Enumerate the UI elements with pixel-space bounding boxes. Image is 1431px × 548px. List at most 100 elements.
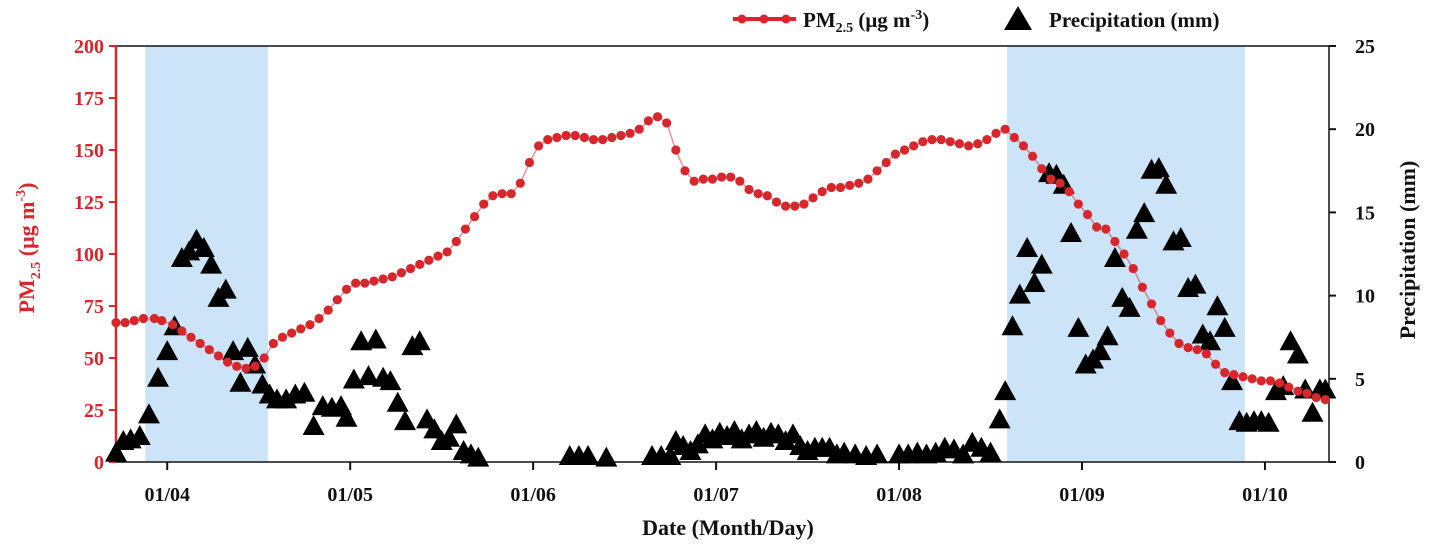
pm25-point [433, 251, 443, 261]
pm25-point [424, 255, 434, 265]
pm25-point [598, 135, 608, 145]
pm25-point [1101, 224, 1111, 234]
pm25-point [1247, 374, 1257, 384]
pm25-point [936, 135, 946, 145]
pm25-point [1201, 349, 1212, 359]
pm25-point [405, 263, 416, 274]
precip-point [1314, 378, 1337, 399]
pm25-point [1302, 388, 1312, 398]
legend-pm-sub: 2.5 [836, 21, 854, 36]
precip-point [293, 381, 316, 402]
pm25-point [515, 178, 525, 188]
left-tick-label: 25 [84, 400, 104, 422]
left-tick-label: 50 [84, 348, 104, 370]
pm25-point [680, 166, 690, 176]
right-tick-label: 20 [1355, 119, 1375, 141]
pm25-point [662, 118, 672, 128]
left-tick-label: 125 [74, 192, 104, 214]
x-tick-label: 01/08 [876, 484, 922, 506]
pm25-point [716, 172, 727, 182]
pm25-point [149, 313, 160, 324]
pm25-point [1110, 236, 1120, 247]
pm25-point [817, 187, 827, 197]
pm25-point [305, 320, 315, 330]
precip-point [994, 380, 1017, 401]
pm25-point [287, 328, 297, 338]
pm25-point [909, 141, 919, 151]
pm25-point [1220, 367, 1230, 378]
right-tick-label: 10 [1355, 286, 1375, 308]
pm25-point [268, 338, 278, 349]
pm25-point [1046, 174, 1056, 184]
precip-point [1008, 283, 1031, 304]
pm25-point [451, 236, 461, 247]
precip-point [1155, 173, 1178, 194]
pm25-point [616, 130, 626, 141]
precip-point [577, 445, 600, 466]
pm25-point [918, 137, 928, 147]
legend-pm-unit: (μg m [853, 8, 911, 32]
pm25-point [1174, 338, 1184, 349]
left-tick-label: 100 [74, 244, 104, 266]
pm25-point [524, 157, 535, 168]
pm25-point [1073, 199, 1083, 209]
precip-point [335, 406, 358, 427]
precip-point [105, 441, 127, 462]
pm25-point [643, 116, 654, 126]
left-axis-title-unit: (μg m [14, 202, 39, 262]
x-tick-label: 01/04 [144, 484, 190, 506]
left-axis-title-close: ) [14, 183, 39, 190]
right-axis-title: Precipitation (mm) [1395, 161, 1420, 340]
pm25-point [863, 174, 873, 184]
left-tick-label: 150 [74, 140, 104, 162]
precip-point [214, 278, 237, 299]
pm25-point [735, 176, 745, 186]
precip-point [988, 408, 1011, 429]
legend-pm-marker-2 [759, 14, 769, 24]
x-tick-label: 01/05 [327, 484, 373, 506]
pm25-point [415, 259, 425, 269]
pm25-point [157, 315, 167, 326]
pm25-point [570, 130, 580, 141]
precip-point [137, 403, 160, 424]
pm25-point [1146, 299, 1157, 309]
legend-pm-marker-3 [781, 14, 791, 24]
pm25-point [442, 247, 452, 257]
pm25-point [241, 363, 251, 373]
pm25-point [195, 338, 205, 349]
pm25-point [945, 137, 955, 147]
pm25-series [111, 112, 1330, 405]
pm25-point [1183, 343, 1193, 353]
precip-point [1221, 370, 1244, 391]
left-axis-title-main: PM [14, 279, 39, 313]
precip-point [192, 237, 215, 258]
pm25-point [1018, 141, 1029, 151]
precip-point [386, 391, 409, 412]
pm25-point [506, 189, 516, 199]
precip-point [302, 415, 325, 436]
pm25-point [323, 305, 333, 315]
precip-point [595, 446, 618, 467]
pm25-point [213, 351, 224, 361]
pm25-point [396, 268, 407, 278]
left-axis-ticks: 0 25 50 75 100 125 150 175 200 [74, 36, 116, 474]
pm25-point [543, 135, 553, 145]
pm25-point [204, 345, 214, 355]
left-tick-label: 0 [94, 452, 104, 474]
pm25-point [351, 278, 361, 288]
pm25-point [671, 145, 681, 155]
pm25-point [753, 189, 763, 199]
precip-point [1118, 296, 1141, 317]
precip-point [1213, 316, 1236, 337]
precip-point [1301, 401, 1324, 422]
pm25-point [1119, 249, 1129, 259]
legend-pm-marker-1 [737, 14, 747, 24]
left-tick-label: 175 [74, 88, 104, 110]
x-tick-label: 01/07 [693, 484, 739, 506]
right-tick-label: 25 [1355, 36, 1375, 58]
pm25-point [360, 278, 370, 288]
pm25-point [1128, 263, 1138, 274]
precip-point [1125, 218, 1148, 239]
pm25-point [561, 130, 571, 141]
